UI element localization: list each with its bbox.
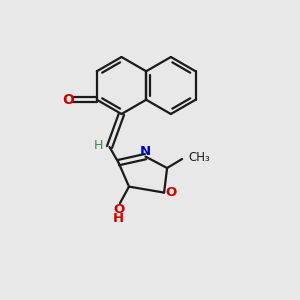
Text: O: O — [165, 186, 176, 199]
Text: CH₃: CH₃ — [189, 151, 211, 164]
Text: N: N — [140, 145, 151, 158]
Text: H: H — [113, 212, 124, 225]
Text: O: O — [113, 203, 124, 216]
Text: H: H — [93, 139, 103, 152]
Text: O: O — [63, 93, 75, 107]
